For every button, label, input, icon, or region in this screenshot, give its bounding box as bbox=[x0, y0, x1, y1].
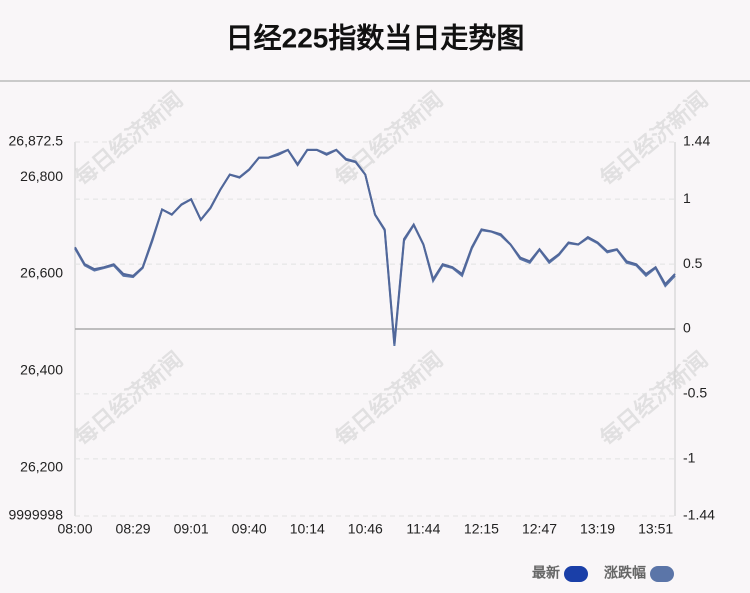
y-tick-label: 26,872.5 bbox=[9, 133, 64, 149]
watermark: 每日经济新闻 bbox=[70, 347, 187, 451]
watermark: 每日经济新闻 bbox=[330, 87, 447, 191]
legend-swatch bbox=[650, 566, 674, 582]
x-tick-label: 12:15 bbox=[464, 521, 499, 537]
x-tick-label: 08:00 bbox=[57, 521, 92, 537]
chart-title: 日经225指数当日走势图 bbox=[226, 21, 525, 53]
y2-tick-label: -0.5 bbox=[683, 385, 707, 401]
legend-label: 涨跌幅 bbox=[604, 565, 646, 581]
watermark: 每日经济新闻 bbox=[70, 87, 187, 191]
y2-tick-label: 0.5 bbox=[683, 255, 703, 271]
watermark: 每日经济新闻 bbox=[330, 347, 447, 451]
y2-tick-label: 1.44 bbox=[683, 133, 710, 149]
x-tick-label: 13:51 bbox=[638, 521, 673, 537]
y2-tick-label: -1.44 bbox=[683, 507, 715, 523]
legend-swatch bbox=[564, 566, 588, 582]
y-tick-label: 26,600 bbox=[20, 265, 63, 281]
x-tick-label: 10:14 bbox=[290, 521, 325, 537]
line-series bbox=[74, 148, 676, 344]
legend-label: 最新 bbox=[532, 565, 560, 581]
line-series bbox=[74, 148, 676, 346]
y2-tick-label: 1 bbox=[683, 190, 691, 206]
y2-tick-label: 0 bbox=[683, 320, 691, 336]
y-tick-label: 26,400 bbox=[20, 361, 63, 377]
x-tick-label: 10:46 bbox=[348, 521, 383, 537]
y-tick-label: 26,200 bbox=[20, 458, 63, 474]
y-tick-label: 26,800 bbox=[20, 168, 63, 184]
y-tick-label: 9999998 bbox=[8, 507, 63, 523]
x-tick-label: 09:40 bbox=[232, 521, 267, 537]
y2-tick-label: -1 bbox=[683, 450, 696, 466]
x-tick-label: 13:19 bbox=[580, 521, 615, 537]
x-tick-label: 09:01 bbox=[174, 521, 209, 537]
x-tick-label: 12:47 bbox=[522, 521, 557, 537]
x-tick-label: 08:29 bbox=[116, 521, 151, 537]
x-tick-label: 11:44 bbox=[406, 521, 440, 537]
